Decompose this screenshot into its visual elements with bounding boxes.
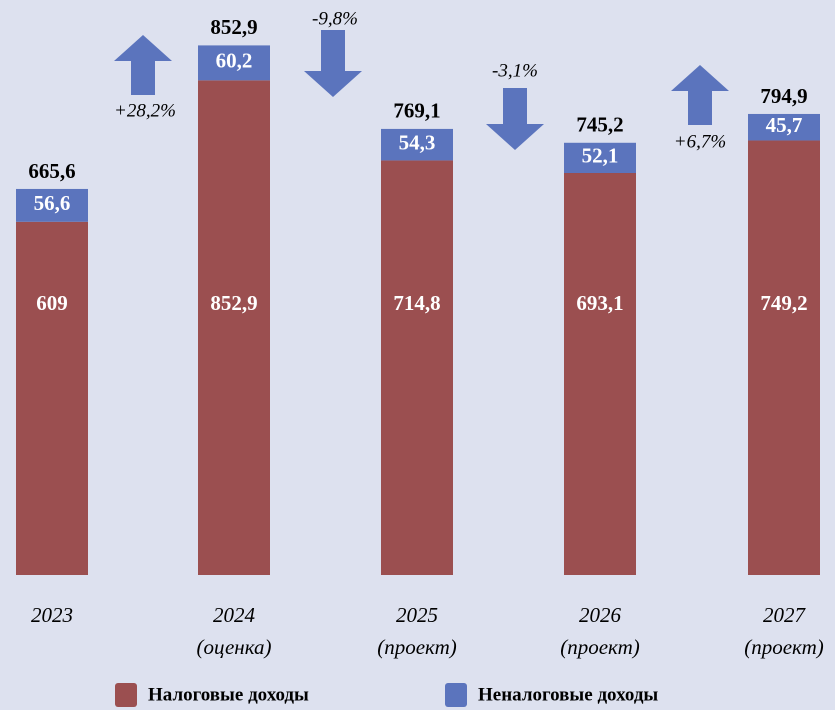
total-label: 665,6 [28, 159, 75, 183]
bar-segment [198, 80, 270, 576]
bar-segment [748, 113, 820, 141]
value-label: 60,2 [216, 49, 253, 73]
value-label: 749,2 [760, 291, 807, 315]
total-label: 769,1 [393, 99, 440, 123]
change-arrow [486, 88, 544, 150]
x-tick-label: 2023 [31, 603, 73, 627]
bar-segment [381, 160, 453, 575]
bar-segment [564, 142, 636, 174]
x-tick-label: 2026 (проект) [560, 603, 640, 659]
value-label: 714,8 [393, 291, 440, 315]
total-label: 794,9 [760, 84, 807, 108]
x-tick-label: 2025 (проект) [377, 603, 457, 659]
change-arrow [671, 65, 729, 125]
x-tick-label: 2027 (проект) [744, 603, 824, 659]
value-label: 693,1 [576, 291, 623, 315]
legend-label: Неналоговые доходы [478, 684, 658, 705]
change-label: -9,8% [312, 8, 358, 29]
change-arrow [304, 30, 362, 97]
value-label: 609 [36, 291, 68, 315]
value-label: 45,7 [766, 113, 803, 137]
change-arrow [114, 35, 172, 95]
bar-segment [16, 188, 88, 222]
bar-segment [564, 173, 636, 575]
total-label: 852,9 [210, 15, 257, 39]
change-label: -3,1% [492, 60, 538, 81]
bar-segment [16, 221, 88, 575]
x-tick-label: 2024 (оценка) [196, 603, 272, 659]
bar-segment [748, 140, 820, 576]
value-label: 852,9 [210, 291, 257, 315]
bar-segment [381, 128, 453, 161]
change-label: +28,2% [114, 100, 176, 121]
value-label: 54,3 [399, 130, 436, 154]
legend-swatch [115, 683, 137, 707]
bar-segment [198, 45, 270, 81]
value-label: 52,1 [582, 144, 619, 168]
value-label: 56,6 [34, 191, 71, 215]
legend-label: Налоговые доходы [148, 684, 309, 705]
change-label: +6,7% [674, 131, 726, 152]
legend-swatch [445, 683, 467, 707]
total-label: 745,2 [576, 113, 623, 137]
